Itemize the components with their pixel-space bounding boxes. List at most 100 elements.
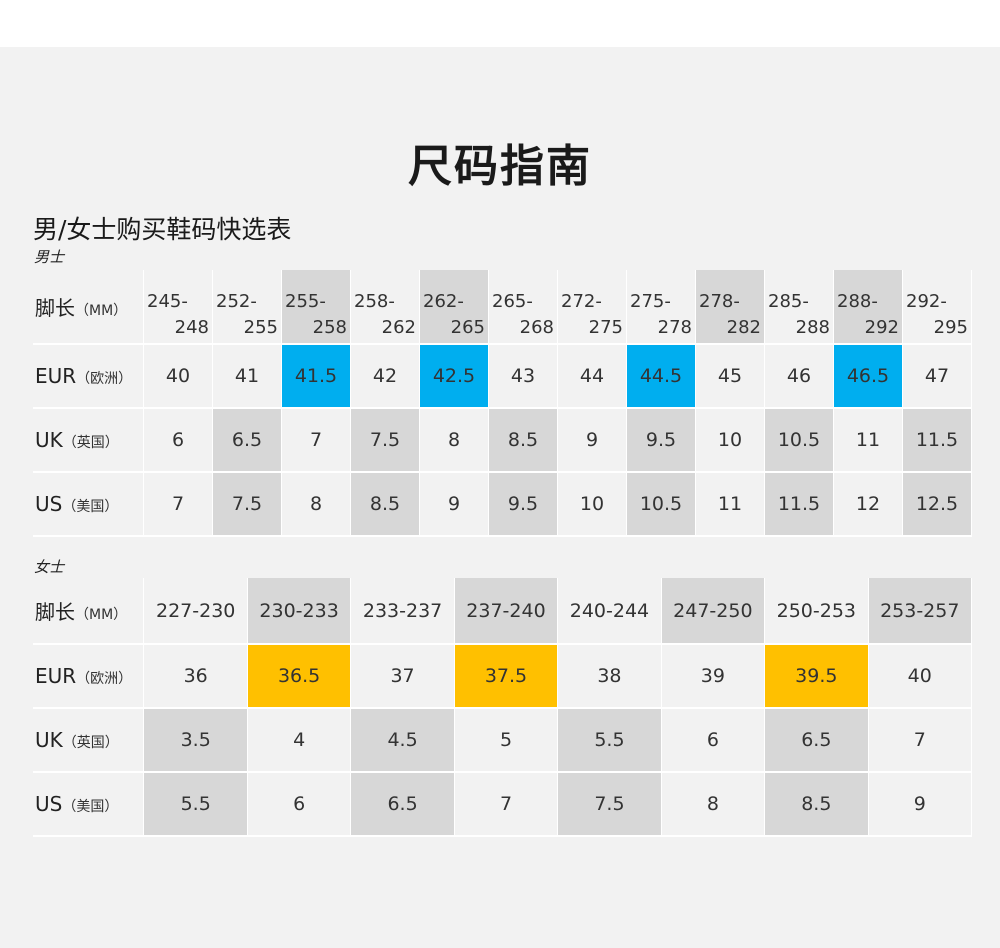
- men-size-cell: 9.5: [627, 409, 696, 473]
- foot-length-range: 288- 292: [834, 277, 902, 338]
- men-size-cell: 245- 248: [144, 270, 213, 345]
- women-size-cell: 36: [144, 645, 248, 709]
- men-size-cell: 10: [558, 473, 627, 537]
- women-size-cell: 6.5: [765, 709, 869, 773]
- men-size-cell: 46: [765, 345, 834, 409]
- range-start: 272-: [561, 290, 602, 312]
- women-size-table: 脚长（MM） 227-230 230-233 233-237 237-240 240-24…: [33, 578, 972, 837]
- range-end: 255: [243, 316, 278, 338]
- men-size-cell: 288- 292: [834, 270, 903, 345]
- men-size-cell: 47: [903, 345, 972, 409]
- women-size-cell: 240-244: [558, 578, 662, 645]
- men-size-cell: 44: [558, 345, 627, 409]
- men-size-cell: 285- 288: [765, 270, 834, 345]
- row-header-name: UK: [35, 428, 63, 452]
- men-size-cell: 46.5: [834, 345, 903, 409]
- women-size-cell: 6: [247, 773, 352, 837]
- men-size-cell: 43: [489, 345, 558, 409]
- foot-length-range: 258- 262: [351, 277, 419, 338]
- men-size-cell: 9: [420, 473, 489, 537]
- women-row-header: 脚长（MM）: [33, 578, 145, 645]
- page-title: 尺码指南: [408, 141, 592, 192]
- women-size-cell: 227-230: [144, 578, 248, 645]
- range-start: 252-: [216, 290, 257, 312]
- women-size-cell: 37: [351, 645, 455, 709]
- men-size-cell: 7.5: [351, 409, 420, 473]
- men-size-cell: 42.5: [420, 345, 489, 409]
- women-size-cell: 40: [868, 645, 972, 709]
- men-row-header: 脚长（MM）: [33, 270, 144, 345]
- men-size-cell: 8.5: [489, 409, 558, 473]
- men-size-cell: 12: [834, 473, 903, 537]
- women-size-cell: 39.5: [765, 645, 869, 709]
- range-end: 248: [174, 316, 209, 338]
- foot-length-range: 275- 278: [627, 277, 695, 338]
- foot-length-range: 262- 265: [420, 277, 488, 338]
- row-header-name: UK: [35, 728, 63, 752]
- row-header-name: US: [35, 492, 63, 516]
- men-row-脚长: 脚长（MM） 245- 248 252- 255 255- 258 258- 262 262- 26…: [33, 270, 972, 345]
- women-size-cell: 6.5: [351, 773, 455, 837]
- men-size-cell: 9: [558, 409, 627, 473]
- men-row-us: US（美国） 7 7.5 8 8.5 9 9.5 10 10.5 11 11.5 12 12.5: [33, 473, 972, 537]
- men-size-cell: 272- 275: [558, 270, 627, 345]
- men-size-cell: 262- 265: [420, 270, 489, 345]
- women-size-cell: 5.5: [144, 773, 248, 837]
- range-end: 262: [381, 316, 416, 338]
- range-start: 288-: [837, 290, 878, 312]
- men-size-cell: 10.5: [765, 409, 834, 473]
- row-header-unit: （MM）: [75, 303, 128, 319]
- men-size-cell: 265- 268: [489, 270, 558, 345]
- row-header-name: 脚长: [35, 600, 75, 624]
- men-size-cell: 9.5: [489, 473, 558, 537]
- women-row-header: EUR（欧洲）: [33, 645, 145, 709]
- foot-length-range: 292- 295: [903, 277, 971, 338]
- men-row-eur: EUR（欧洲） 40 41 41.5 42 42.5 43 44 44.5 45 46 46.5 47: [33, 345, 972, 409]
- range-start: 278-: [699, 290, 740, 312]
- row-header-unit: （英国）: [62, 735, 119, 751]
- women-size-cell: 7: [868, 709, 972, 773]
- men-size-cell: 11.5: [765, 473, 834, 537]
- range-start: 255-: [285, 290, 326, 312]
- foot-length-range: 285- 288: [765, 277, 833, 338]
- men-size-cell: 275- 278: [627, 270, 696, 345]
- women-size-cell: 4: [247, 709, 352, 773]
- men-size-cell: 44.5: [627, 345, 696, 409]
- men-section-label: 男士: [34, 248, 65, 266]
- range-start: 285-: [768, 290, 809, 312]
- women-size-cell: 237-240: [454, 578, 559, 645]
- men-size-cell: 258- 262: [351, 270, 420, 345]
- men-size-cell: 7: [282, 409, 351, 473]
- women-size-cell: 5.5: [558, 709, 662, 773]
- row-header-name: EUR: [35, 664, 77, 688]
- men-row-header: US（美国）: [33, 473, 144, 537]
- men-size-cell: 11: [696, 473, 765, 537]
- row-header-unit: （美国）: [62, 799, 119, 815]
- women-row-eur: EUR（欧洲） 36 36.5 37 37.5 38 39 39.5 40: [33, 645, 972, 709]
- men-size-cell: 40: [144, 345, 213, 409]
- women-size-cell: 250-253: [765, 578, 869, 645]
- women-size-cell: 5: [454, 709, 559, 773]
- men-size-cell: 11.5: [903, 409, 972, 473]
- foot-length-range: 265- 268: [489, 277, 557, 338]
- men-size-cell: 41.5: [282, 345, 351, 409]
- men-row-header: EUR（欧洲）: [33, 345, 144, 409]
- women-row-脚长: 脚长（MM） 227-230 230-233 233-237 237-240 240-24…: [33, 578, 972, 645]
- women-row-header: UK（英国）: [33, 709, 145, 773]
- women-size-cell: 230-233: [247, 578, 352, 645]
- foot-length-range: 255- 258: [282, 277, 350, 338]
- range-end: 258: [312, 316, 347, 338]
- men-size-cell: 252- 255: [213, 270, 282, 345]
- women-size-cell: 3.5: [144, 709, 248, 773]
- row-header-unit: （美国）: [62, 499, 119, 515]
- range-end: 268: [519, 316, 554, 338]
- foot-length-range: 278- 282: [696, 277, 764, 338]
- row-header-unit: （英国）: [62, 435, 119, 451]
- range-start: 245-: [147, 290, 188, 312]
- women-size-cell: 247-250: [661, 578, 766, 645]
- women-row-uk: UK（英国） 3.5 4 4.5 5 5.5 6 6.5 7: [33, 709, 972, 773]
- men-size-cell: 7: [144, 473, 213, 537]
- page-subtitle: 男/女士购买鞋码快选表: [33, 215, 292, 244]
- range-start: 265-: [492, 290, 533, 312]
- men-size-cell: 8: [282, 473, 351, 537]
